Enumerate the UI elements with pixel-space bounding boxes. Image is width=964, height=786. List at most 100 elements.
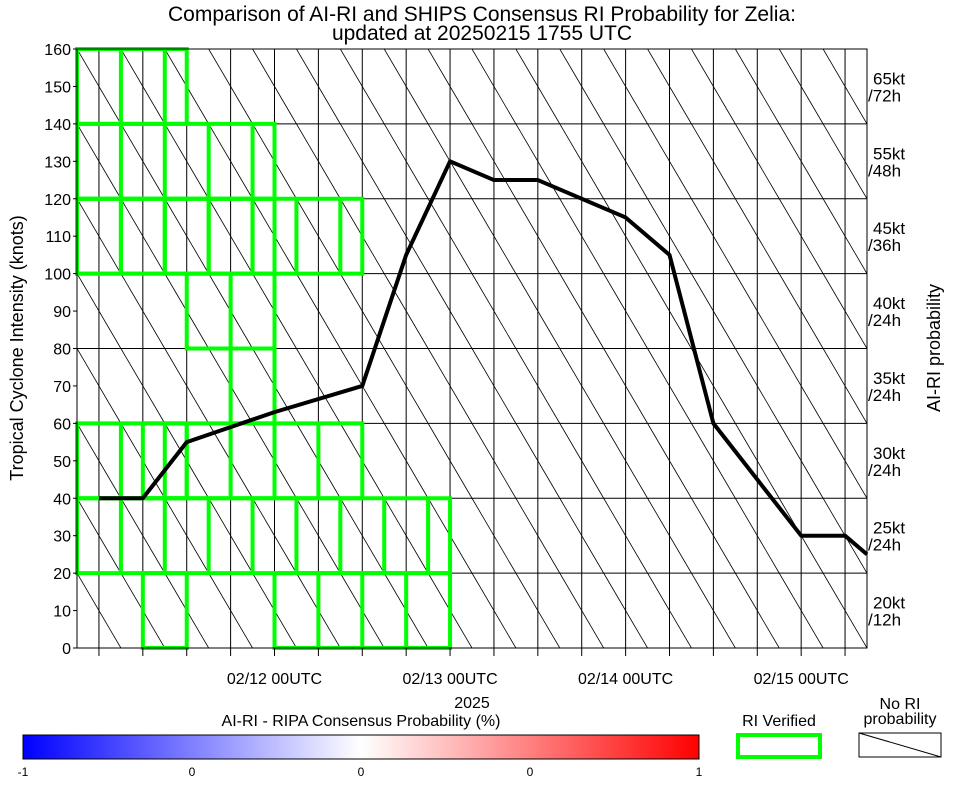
hatch-diagonal [427,49,473,125]
hatch-diagonal [208,572,253,648]
chart-title: Comparison of AI-RI and SHIPS Consensus … [168,3,796,26]
hatch-diagonal [471,123,517,199]
hatch-diagonal [822,572,867,648]
hatch-diagonal [647,498,692,574]
hatch-diagonal [383,498,429,574]
y-tick-label: 60 [53,416,71,433]
hatch-diagonal [559,423,605,499]
y-tick-label: 90 [53,304,71,321]
hatch-diagonal [164,348,210,424]
hatch-diagonal [208,49,253,125]
band-label-period: /24h [868,536,901,555]
hatch-diagonal [120,49,166,125]
hatch-diagonal [164,123,210,199]
x-tick-label: 02/12 00UTC [227,671,322,688]
band-label-intensity: 40kt [873,294,905,313]
ri-verified-region [140,571,189,650]
y-tick-label: 70 [53,379,71,396]
band-label-intensity: 20kt [873,594,905,613]
hatch-diagonal [691,273,736,349]
hatch-diagonal [296,49,341,125]
hatch-diagonal [822,273,867,349]
hatch-diagonal [120,348,166,424]
ri-verified-region [75,47,189,126]
band-labels: 20kt/12h25kt/24h30kt/24h35kt/24h40kt/24h… [868,69,905,629]
hatch-diagonal [734,423,780,499]
x-tick-label: 02/14 00UTC [578,671,673,688]
hatch-diagonal [383,198,429,274]
hatch-diagonal [734,348,780,424]
ri-verified-region [75,121,277,201]
hatch-diagonal [296,498,341,574]
y-tick-label: 150 [44,79,71,96]
hatch-diagonal [559,123,605,199]
hatch-diagonal [603,572,648,648]
hatch-diagonal [77,498,122,574]
hatch-diagonal [647,273,692,349]
hatch-diagonal [427,423,473,499]
no-ri-legend-diagonal [858,732,942,758]
ri-verified-region [75,496,453,576]
band-label-intensity: 65kt [873,69,905,88]
hatch-diagonal [822,423,867,499]
hatch-diagonal [383,423,429,499]
ri-verified-legend-label: RI Verified [742,713,816,730]
hatch-diagonal [603,123,648,199]
hatch-diagonal [252,498,297,574]
hatch-diagonal [120,123,166,199]
y-tick-label: 140 [44,117,71,134]
hatch-diagonal [559,273,605,349]
hatch-diagonal [383,49,429,125]
hatch-diagonal [427,198,473,274]
hatch-diagonal [603,498,648,574]
hatch-diagonal [647,572,692,648]
hatch-diagonal [515,572,561,648]
band-label-intensity: 35kt [873,369,905,388]
hatch-diagonal [515,423,561,499]
hatch-diagonal [208,123,253,199]
hatch-diagonal [778,423,824,499]
hatch-diagonal [77,49,122,125]
hatch-diagonal [559,572,605,648]
x-axis-ticks: 02/12 00UTC 02/13 00UTC 02/14 00UTC 02/15 0… [98,648,849,688]
hatch-diagonal [778,572,824,648]
hatch-diagonal [427,273,473,349]
colorbar-ticks: -1 0 0 0 1 [18,765,703,779]
hatch-diagonal [339,49,385,125]
band-label-intensity: 55kt [873,144,905,163]
hatch-diagonal [603,423,648,499]
intensity-series [98,159,869,556]
y-tick-label: 0 [62,641,71,658]
hatch-diagonal [296,348,341,424]
hatch-diagonal [734,273,780,349]
hatch-diagonal [383,123,429,199]
no-ri-legend-label-line1: No RI [880,696,921,713]
band-label-period: /12h [868,611,901,630]
y-axis-label: Tropical Cyclone Intensity (knots) [7,215,27,480]
hatch-diagonal [77,198,122,274]
y-tick-label: 40 [53,491,71,508]
hatch-diagonal [778,348,824,424]
hatch-diagonal [296,273,341,349]
hatch-diagonal [120,498,166,574]
hatch-diagonal [647,123,692,199]
hatch-diagonal [778,123,824,199]
hatch-diagonal [734,498,780,574]
hatch-diagonal [471,423,517,499]
hatch-diagonal [471,572,517,648]
hatch-diagonal [559,198,605,274]
hatch-diagonal [383,348,429,424]
hatch-diagonal [339,498,385,574]
hatch-diagonal [515,348,561,424]
hatch-diagonal [603,348,648,424]
hatch-diagonal [77,123,122,199]
hatch-diagonal [77,348,122,424]
chart-subtitle: updated at 20250215 1755 UTC [332,22,632,45]
hatch-diagonal [691,423,736,499]
hatch-diagonal [77,423,122,499]
hatch-diagonal [515,49,561,125]
hatch-diagonal [77,273,122,349]
y-tick-label: 110 [45,229,71,246]
hatch-diagonal [296,198,341,274]
hatch-diagonal [734,198,780,274]
